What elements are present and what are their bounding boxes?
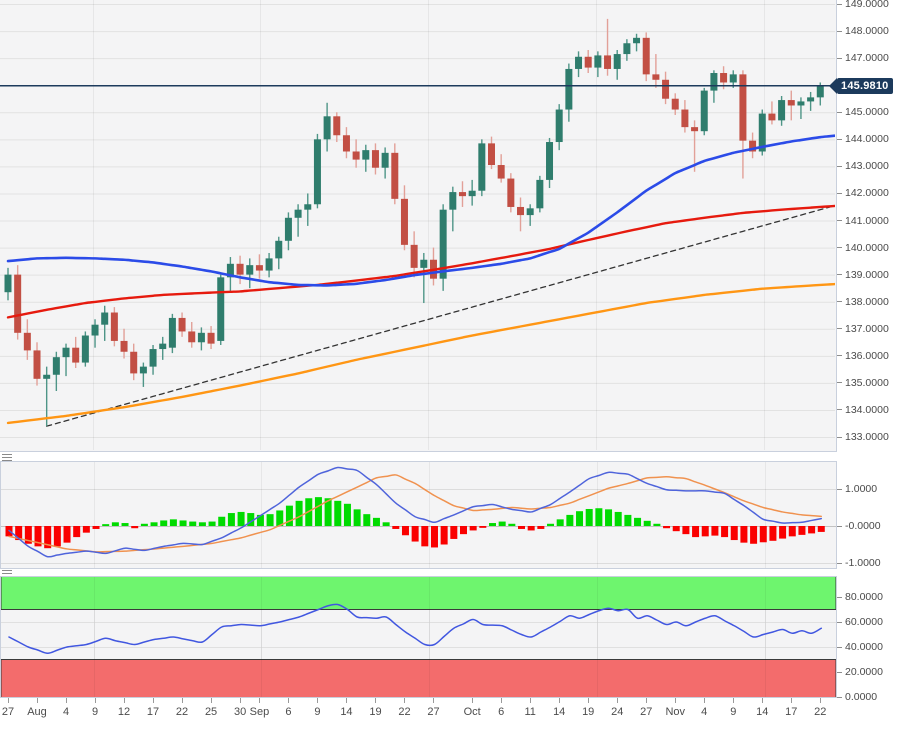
time-axis-tick [346,698,348,703]
time-axis-label: 22 [814,706,827,718]
time-axis-tick [240,698,242,703]
time-axis-tick [375,698,377,703]
axis-tick-label: 133.0000 [837,431,889,443]
axis-tick-label: 141.0000 [837,215,889,227]
time-axis-tick [153,698,155,703]
axis-tick-label: 135.0000 [837,377,889,389]
time-axis-label: Sep [249,706,270,718]
time-axis-label: 9 [730,706,737,718]
time-axis-label: Oct [463,706,481,718]
axis-tick-label: 40.0000 [837,641,883,653]
axis-tick-label: 137.0000 [837,323,889,335]
time-axis-label: 4 [701,706,708,718]
time-axis-label: 14 [553,706,566,718]
time-axis-label: 9 [91,706,99,718]
time-axis-tick [762,698,764,703]
axis-tick-label: 1.0000 [837,483,877,495]
time-axis-label: 22 [398,706,411,718]
axis-tick-label: 60.0000 [837,616,883,628]
price-tag-value: 145.9810 [837,77,894,94]
rsi-canvas[interactable] [1,577,836,697]
axis-tick-label: 140.0000 [837,242,889,254]
time-axis-tick [559,698,561,703]
axis-tick-label: 80.0000 [837,591,883,603]
axis-tick-label: 145.0000 [837,106,889,118]
axis-tick-label: 148.0000 [837,25,889,37]
time-axis-tick [8,698,9,703]
time-axis-label: 27 [427,706,440,718]
time-axis-tick [95,698,97,703]
time-axis-label: Nov [665,706,685,718]
time-axis-tick [617,698,619,703]
time-axis-label: 30 [233,706,247,718]
time-axis-label: 19 [582,706,595,718]
rsi-indicator-panel[interactable] [0,576,837,698]
axis-tick-label: -1.0000 [837,557,881,569]
axis-tick-label: 149.0000 [837,0,889,10]
time-axis-label: 24 [611,706,624,718]
time-axis-label: 17 [146,706,160,718]
price-chart-panel[interactable] [0,0,837,452]
rsi-axis: 80.0000 60.0000 40.0000 20.0000 0.0000 [837,576,905,703]
time-axis-label: 14 [340,706,353,718]
time-axis-label: Aug [27,706,47,718]
time-axis-tick [733,698,735,703]
time-axis-label: 25 [204,706,218,718]
axis-tick-label: 20.0000 [837,666,883,678]
macd-axis: 1.0000 -0.0000 -1.0000 [837,461,905,569]
time-axis-tick [37,698,38,703]
axis-tick-label: 136.0000 [837,350,889,362]
time-axis-label: 6 [285,706,292,718]
time-axis-tick [211,698,213,703]
time-axis-tick [704,698,706,703]
time-axis-label: 14 [756,706,769,718]
time-axis-tick [259,698,261,703]
time-axis-label: 19 [369,706,382,718]
time-axis-label: 11 [524,706,536,718]
time-axis-tick [530,698,532,703]
axis-tick-label: 139.0000 [837,269,889,281]
time-axis-tick [820,698,822,703]
time-axis-label: 9 [314,706,321,718]
time-axis: 27 Aug 4 9 12 17 22 25 30 Sep 6 9 14 19 22 27 Oct 6 11 14 19… [0,697,837,735]
price-axis: 149.0000148.0000147.0000146.0000145.0000… [837,0,905,452]
time-axis-tick [501,698,503,703]
time-axis-tick [288,698,290,703]
macd-panel-menu-icon[interactable] [2,454,12,461]
time-axis-label: 17 [785,706,798,718]
time-axis-label: 6 [498,706,505,718]
time-axis-tick [588,698,590,703]
time-axis-tick [791,698,793,703]
rsi-panel-menu-icon[interactable] [2,570,12,577]
price-chart-canvas[interactable] [0,0,835,450]
axis-tick-label: 143.0000 [837,160,889,172]
axis-tick-label: 147.0000 [837,52,889,64]
time-axis-tick [433,698,435,703]
time-axis-tick [317,698,319,703]
axis-tick-label: 134.0000 [837,404,889,416]
price-tag-arrow-icon [829,77,837,94]
time-axis-tick [472,698,474,703]
time-axis-tick [646,698,648,703]
time-axis-tick [66,698,68,703]
time-axis-tick [124,698,126,703]
macd-indicator-panel[interactable] [0,461,837,569]
time-axis-label: 4 [62,706,70,718]
macd-canvas[interactable] [1,462,836,568]
time-axis-label: 27 [640,706,653,718]
time-axis-label: 27 [1,706,15,718]
current-price-tag: 145.9810 [829,77,894,94]
time-axis-tick [675,698,677,703]
time-axis-label: 22 [175,706,189,718]
time-axis-tick [182,698,184,703]
axis-tick-label: 142.0000 [837,187,889,199]
axis-tick-label: -0.0000 [837,520,881,532]
axis-tick-label: 138.0000 [837,296,889,308]
axis-tick-label: 0.0000 [837,691,877,703]
time-axis-label: 12 [117,706,131,718]
axis-tick-label: 144.0000 [837,133,889,145]
time-axis-tick [404,698,406,703]
